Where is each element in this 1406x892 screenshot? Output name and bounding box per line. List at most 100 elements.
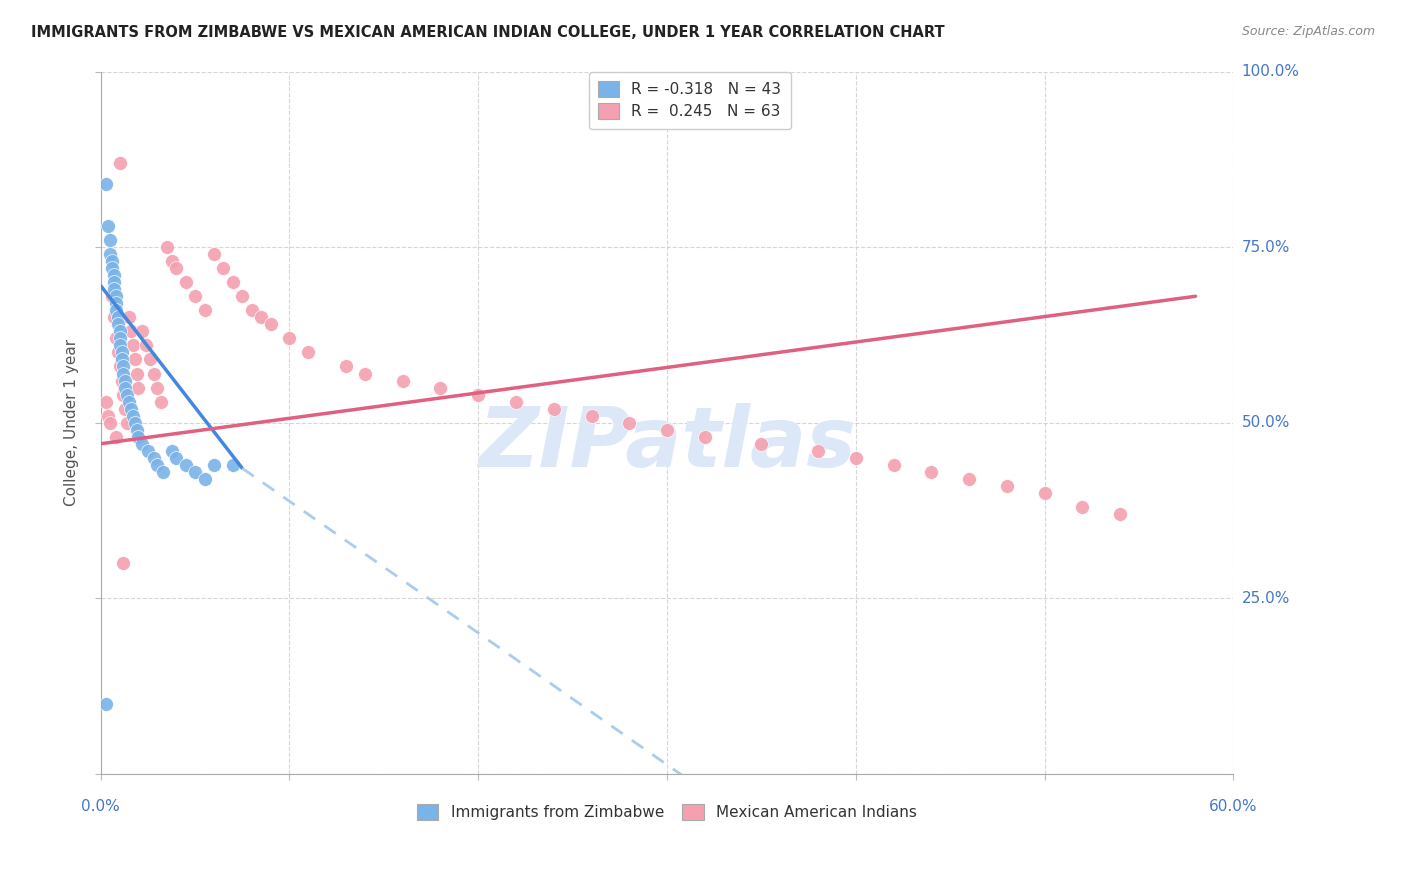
Point (1109, 507, 1132, 521)
Point (127, 430, 149, 444)
Point (98, 233, 121, 247)
Point (278, 331, 301, 345)
Point (115, 416, 138, 430)
Point (883, 458, 905, 472)
Point (142, 450, 165, 465)
Text: 60.0%: 60.0% (1209, 798, 1257, 814)
Text: Source: ZipAtlas.com: Source: ZipAtlas.com (1241, 25, 1375, 38)
Point (112, 367, 135, 381)
Point (995, 479, 1018, 493)
Point (121, 409, 143, 423)
Point (108, 359, 131, 374)
Point (127, 380, 149, 394)
Point (142, 367, 165, 381)
Text: 25.0%: 25.0% (1241, 591, 1289, 606)
Point (467, 387, 489, 401)
Point (807, 443, 830, 458)
Point (112, 359, 135, 374)
Point (114, 380, 136, 394)
Point (107, 310, 129, 325)
Point (115, 387, 138, 401)
Point (693, 430, 716, 444)
Point (162, 254, 184, 268)
Point (162, 443, 184, 458)
Point (103, 275, 125, 289)
Point (297, 345, 319, 359)
Point (97, 219, 120, 233)
Text: 0.0%: 0.0% (82, 798, 120, 814)
Point (222, 458, 245, 472)
Point (101, 289, 124, 303)
Point (240, 303, 263, 318)
Point (751, 436, 773, 450)
Point (581, 409, 603, 423)
Point (184, 289, 207, 303)
Point (354, 367, 377, 381)
Text: 50.0%: 50.0% (1241, 415, 1289, 430)
Point (104, 289, 127, 303)
Point (107, 318, 129, 332)
Text: IMMIGRANTS FROM ZIMBABWE VS MEXICAN AMERICAN INDIAN COLLEGE, UNDER 1 YEAR CORREL: IMMIGRANTS FROM ZIMBABWE VS MEXICAN AMER… (31, 25, 945, 40)
Point (96, 697, 118, 711)
Point (104, 296, 127, 310)
Point (1071, 500, 1094, 514)
Point (193, 303, 215, 318)
Point (98, 416, 121, 430)
Point (920, 465, 942, 479)
Text: 100.0%: 100.0% (1241, 64, 1299, 79)
Point (112, 556, 135, 570)
Point (136, 443, 159, 458)
Point (103, 310, 125, 325)
Point (655, 423, 678, 437)
Point (202, 247, 225, 261)
Point (165, 261, 187, 276)
Point (118, 394, 141, 409)
Point (104, 303, 127, 318)
Y-axis label: College, Under 1 year: College, Under 1 year (65, 339, 79, 507)
Point (222, 275, 245, 289)
Point (120, 324, 142, 338)
Point (110, 352, 132, 367)
Point (125, 367, 148, 381)
Point (335, 359, 357, 374)
Point (1033, 486, 1056, 500)
Point (110, 345, 132, 359)
Point (108, 156, 131, 170)
Point (957, 472, 980, 486)
Point (156, 240, 179, 254)
Point (174, 458, 197, 472)
Point (96, 394, 118, 409)
Point (114, 374, 136, 388)
Point (193, 472, 215, 486)
Point (619, 416, 641, 430)
Point (152, 465, 174, 479)
Point (104, 430, 127, 444)
Point (174, 275, 197, 289)
Point (259, 318, 281, 332)
Point (112, 387, 135, 401)
Point (108, 331, 131, 345)
Point (212, 261, 235, 276)
Point (103, 282, 125, 296)
Point (131, 436, 153, 450)
Point (165, 450, 187, 465)
Point (231, 289, 253, 303)
Point (125, 423, 148, 437)
Point (845, 450, 868, 465)
Point (135, 338, 157, 352)
Point (107, 345, 129, 359)
Point (124, 416, 146, 430)
Point (505, 394, 527, 409)
Point (131, 324, 153, 338)
Point (429, 380, 451, 394)
Point (391, 374, 413, 388)
Point (121, 338, 143, 352)
Point (120, 401, 142, 416)
Text: 75.0%: 75.0% (1241, 240, 1289, 254)
Point (108, 338, 131, 352)
Text: ZIPatlas: ZIPatlas (478, 403, 856, 484)
Point (101, 254, 124, 268)
Point (146, 380, 169, 394)
Point (202, 458, 225, 472)
Point (110, 374, 132, 388)
